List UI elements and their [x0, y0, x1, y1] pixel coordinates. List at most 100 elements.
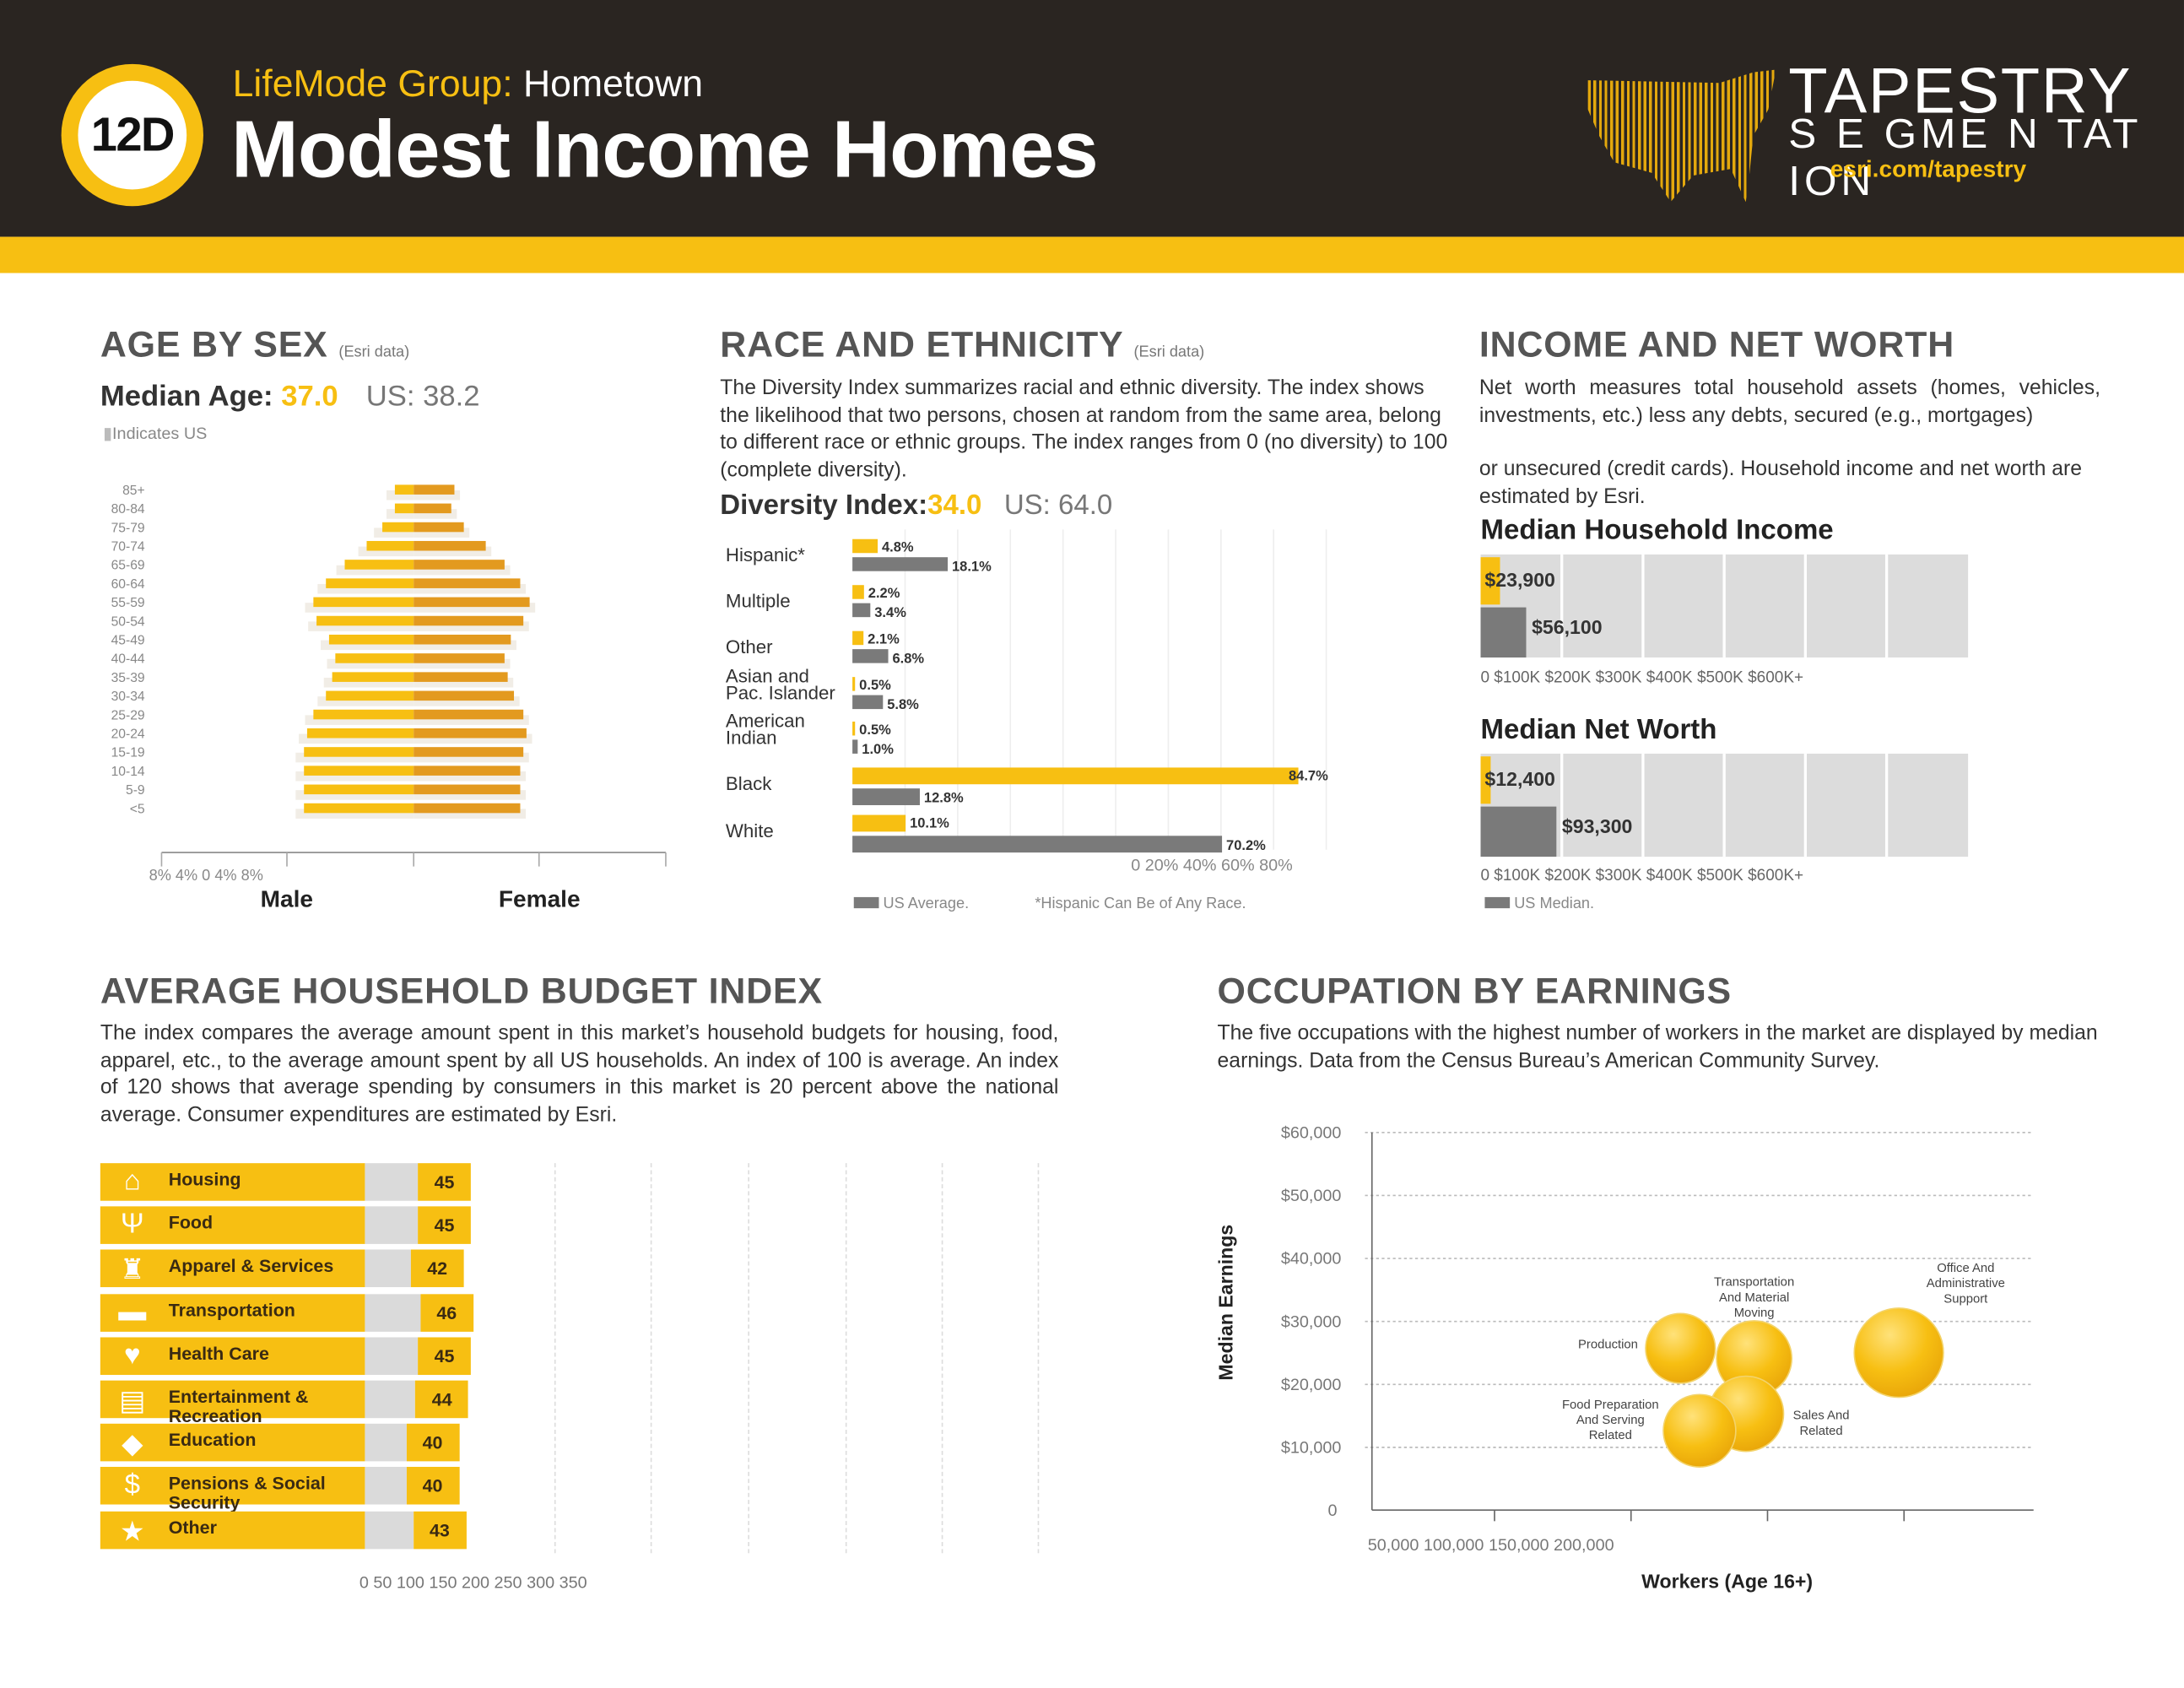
median-age: Median Age: 37.0 US: 38.2 — [100, 381, 480, 414]
us-average-bar — [852, 557, 949, 571]
us-female-bar — [414, 677, 514, 688]
male-label: Male — [260, 885, 314, 913]
female-bar — [414, 766, 521, 776]
segment-bar — [852, 538, 878, 554]
age-axis-ticks: 8% 4% 0 4% 8% — [149, 868, 263, 885]
us-female-bar — [414, 603, 536, 613]
segment-code: 12D — [78, 80, 187, 190]
budget-description: The index compares the average amount sp… — [100, 1020, 1059, 1127]
us-female-bar — [414, 546, 492, 557]
occupation-label: Food Preparation And Serving Related — [1562, 1399, 1659, 1442]
us-average-bar — [852, 649, 889, 663]
male-bar — [344, 560, 414, 570]
x-tick-label: 50,000 — [1368, 1536, 1419, 1555]
us-value-label: 3.4% — [874, 605, 906, 620]
header-accent-band — [0, 236, 2184, 273]
us-female-bar — [414, 658, 511, 669]
age-group-label: 80-84 — [111, 502, 145, 517]
occupation-label: Production — [1578, 1339, 1638, 1352]
budget-category-label: Transportation — [168, 1299, 295, 1321]
x-tick-label: 200,000 — [1554, 1536, 1614, 1555]
legend-swatch-us — [853, 896, 879, 909]
us-average-bar — [852, 739, 858, 754]
segment-value-label: 4.8% — [882, 540, 914, 555]
age-group-label: 75-79 — [111, 521, 145, 535]
race-legend: US Average. — [853, 895, 969, 912]
us-female-bar — [414, 752, 529, 763]
segment-bar — [852, 630, 864, 646]
female-bar — [414, 803, 521, 814]
y-axis-title: Median Earnings — [1215, 1225, 1237, 1381]
us-marker-icon: ▮ — [103, 423, 113, 443]
brand-url-link[interactable]: esri.com/tapestry — [1830, 155, 2027, 183]
age-group-label: 60-64 — [111, 577, 145, 592]
segment-bar — [852, 721, 856, 736]
age-group-label: 45-49 — [111, 634, 145, 648]
segment-bar — [852, 814, 906, 832]
us-value-label: 5.8% — [887, 697, 919, 712]
female-bar — [414, 540, 486, 551]
budget-category-label: Apparel & Services — [168, 1255, 334, 1277]
male-bar — [394, 484, 414, 495]
budget-track — [365, 1250, 411, 1288]
occupation-label: Sales And Related — [1793, 1409, 1850, 1438]
us-female-bar — [414, 621, 529, 631]
budget-track — [365, 1337, 419, 1375]
y-tick-label: 0 — [1327, 1501, 1337, 1520]
y-tick-label: $50,000 — [1281, 1187, 1342, 1205]
budget-label-bg — [100, 1337, 365, 1375]
budget-label-bg — [100, 1380, 365, 1419]
brand-title: TAPESTRY — [1788, 54, 2133, 127]
race-category-label: Hispanic* — [726, 544, 805, 565]
us-average-bar — [852, 836, 1223, 853]
us-female-bar — [414, 771, 527, 782]
income-legend: US Median. — [1484, 895, 1594, 912]
occupation-label: Transportation And Material Moving — [1714, 1276, 1794, 1320]
segment-value-label: 0.5% — [859, 678, 891, 693]
coins-icon: $ — [124, 1469, 140, 1501]
segment-bar — [852, 767, 1299, 785]
budget-label-bg — [100, 1250, 365, 1288]
race-category-label: White — [726, 820, 774, 841]
female-bar — [414, 560, 505, 570]
net-worth-title: Median Net Worth — [1480, 714, 1717, 746]
income-axis-ticks: 0 $100K $200K $300K $400K $500K $600K+ — [1480, 669, 1804, 687]
us-female-bar — [414, 640, 516, 651]
us-value-label: $93,300 — [1562, 815, 1632, 837]
net-worth-axis-ticks: 0 $100K $200K $300K $400K $500K $600K+ — [1480, 868, 1804, 885]
budget-index-value: 46 — [419, 1293, 473, 1332]
budget-track — [365, 1163, 419, 1201]
x-tick-labels: 50,000 100,000 150,000 200,000 — [1368, 1536, 1614, 1555]
female-bar — [414, 615, 524, 626]
budget-row: ⌂ Housing 45 — [100, 1163, 518, 1201]
us-note-text: Indicates US — [112, 423, 208, 443]
male-bar — [313, 597, 414, 608]
lifemode-label: LifeMode Group: — [232, 62, 513, 105]
budget-gridline — [554, 1163, 556, 1554]
us-male-bar — [305, 715, 414, 725]
segment-value-label: 10.1% — [910, 815, 949, 830]
us-value-label: 12.8% — [924, 791, 964, 806]
star-icon: ★ — [119, 1516, 145, 1548]
female-bar — [414, 522, 464, 533]
occupation-bubble — [1662, 1393, 1737, 1468]
race-category-label: Asian and — [726, 666, 809, 687]
budget-track — [365, 1206, 419, 1245]
budget-category-label: Entertainment & Recreation — [168, 1386, 309, 1427]
lifemode-name: Hometown — [522, 62, 704, 105]
male-bar — [332, 672, 414, 682]
race-source: (Esri data) — [1133, 344, 1205, 361]
age-group-label: 25-29 — [111, 708, 145, 722]
age-group-label: 50-54 — [111, 614, 145, 629]
us-value-label: 6.8% — [892, 652, 924, 667]
budget-row: ♥ Health Care 45 — [100, 1337, 518, 1375]
us-female-bar — [414, 696, 520, 706]
y-tick-label: $40,000 — [1281, 1250, 1342, 1269]
us-male-bar — [299, 733, 414, 744]
race-description: The Diversity Index summarizes racial an… — [720, 376, 1448, 482]
age-group-label: 35-39 — [111, 671, 145, 685]
male-bar — [328, 634, 414, 645]
income-description-1: Net worth measures total household asset… — [1479, 376, 2100, 427]
female-bar — [414, 484, 455, 495]
